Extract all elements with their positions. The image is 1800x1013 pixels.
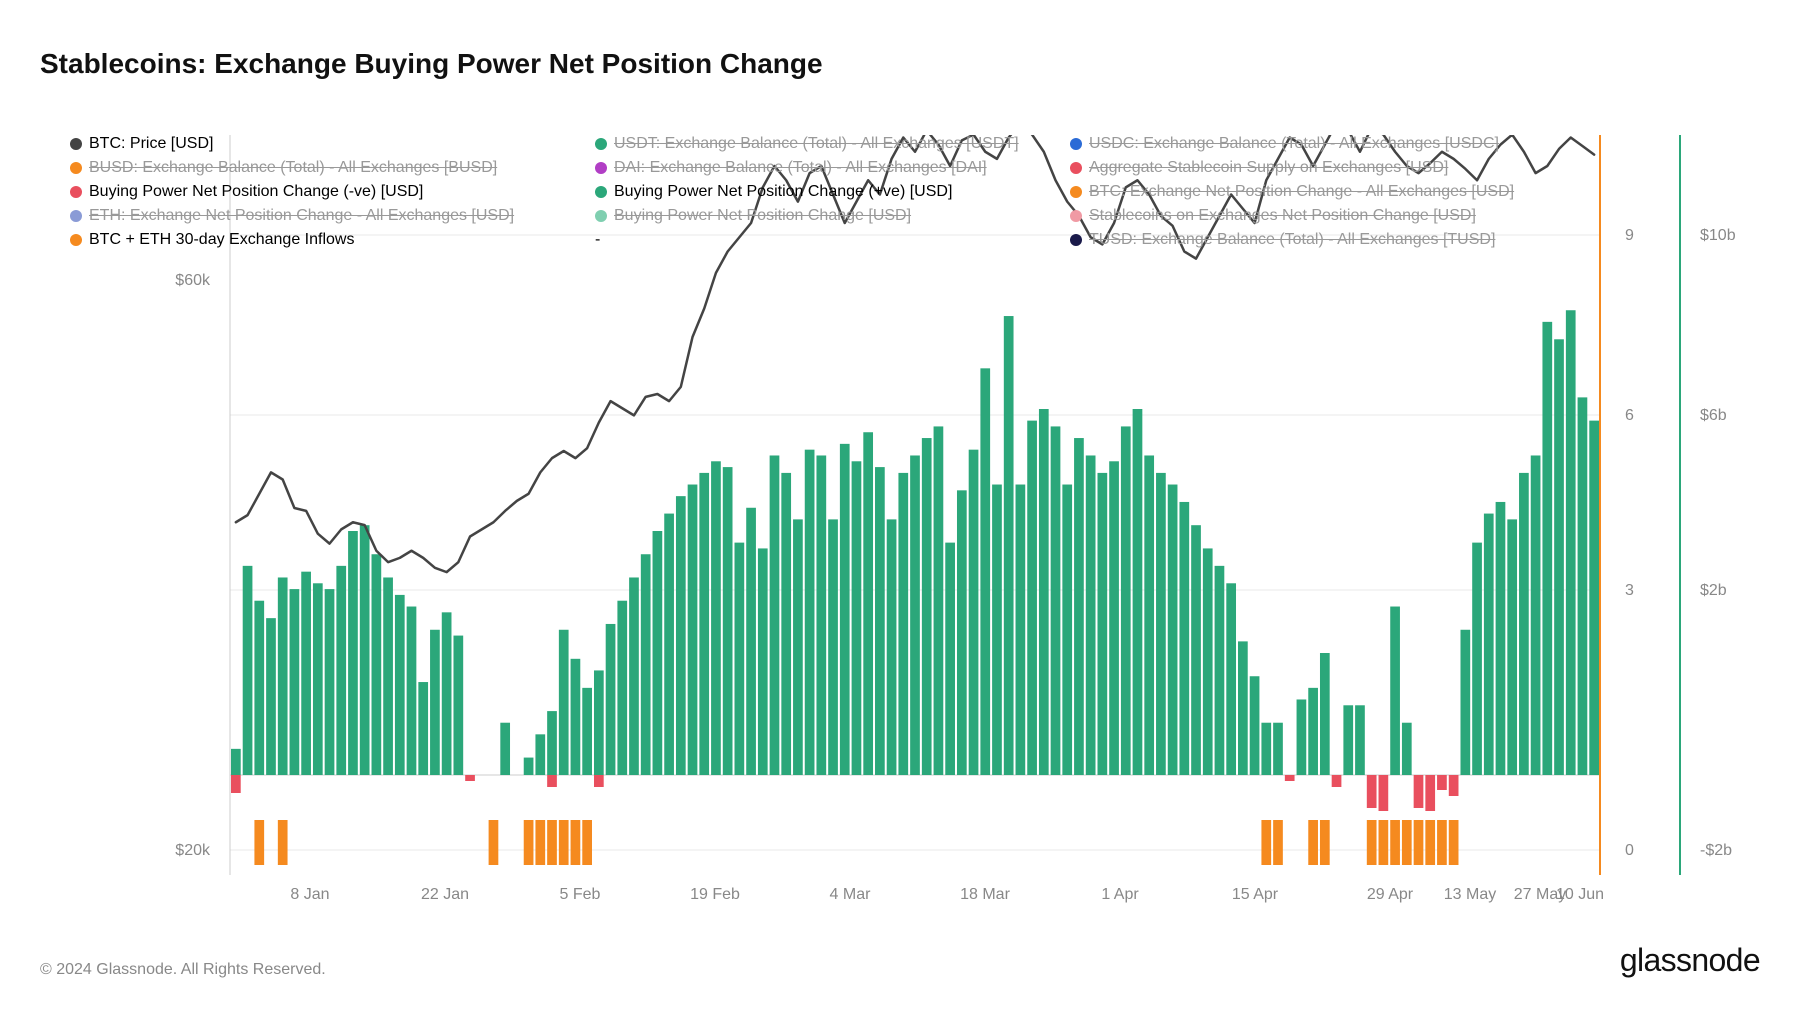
- legend-item[interactable]: BUSD: Exchange Balance (Total) - All Exc…: [70, 159, 497, 177]
- legend-dot: [595, 138, 607, 150]
- chart-title: Stablecoins: Exchange Buying Power Net P…: [40, 48, 823, 80]
- svg-text:10 Jun: 10 Jun: [1556, 886, 1604, 903]
- legend-dot: [70, 210, 82, 222]
- legend-label: BTC + ETH 30-day Exchange Inflows: [89, 231, 354, 249]
- svg-text:5 Feb: 5 Feb: [560, 886, 601, 903]
- legend-dot: [1070, 210, 1082, 222]
- legend-dot: [1070, 186, 1082, 198]
- brand-logo: glassnode: [1620, 942, 1760, 979]
- svg-text:$60k: $60k: [175, 272, 211, 289]
- legend-dot: [70, 162, 82, 174]
- legend-item[interactable]: -: [595, 231, 600, 249]
- legend-dot: [70, 138, 82, 150]
- legend-label: Buying Power Net Position Change (-ve) […: [89, 183, 423, 201]
- legend-item[interactable]: DAI: Exchange Balance (Total) - All Exch…: [595, 159, 987, 177]
- legend-label: BTC: Price [USD]: [89, 135, 213, 153]
- svg-text:$2b: $2b: [1700, 582, 1727, 599]
- legend-item[interactable]: Aggregate Stablecoin Supply on Exchanges…: [1070, 159, 1448, 177]
- legend-label: Buying Power Net Position Change [USD]: [614, 207, 911, 225]
- svg-text:-$2b: -$2b: [1700, 842, 1732, 859]
- svg-text:18 Mar: 18 Mar: [960, 886, 1010, 903]
- svg-text:22 Jan: 22 Jan: [421, 886, 469, 903]
- legend-dot: [70, 186, 82, 198]
- legend-item[interactable]: Buying Power Net Position Change (+ve) […: [595, 183, 952, 201]
- svg-text:19 Feb: 19 Feb: [690, 886, 740, 903]
- legend-label: TUSD: Exchange Balance (Total) - All Exc…: [1089, 231, 1495, 249]
- footer: © 2024 Glassnode. All Rights Reserved. g…: [40, 942, 1760, 979]
- svg-text:9: 9: [1625, 227, 1634, 244]
- legend-label: -: [595, 231, 600, 249]
- svg-text:3: 3: [1625, 582, 1634, 599]
- legend-label: ETH: Exchange Net Position Change - All …: [89, 207, 514, 225]
- legend-dot: [70, 234, 82, 246]
- svg-text:$20k: $20k: [175, 842, 211, 859]
- legend-item[interactable]: ETH: Exchange Net Position Change - All …: [70, 207, 514, 225]
- legend-dot: [1070, 162, 1082, 174]
- legend-label: USDC: Exchange Balance (Total) - All Exc…: [1089, 135, 1499, 153]
- chart-plot: $60k $20k 9 6 3 0 $10b $6b $2b -$2b 8 Jan 22 Jan 5 F…: [40, 135, 1760, 903]
- svg-text:1 Apr: 1 Apr: [1101, 886, 1139, 903]
- legend-label: Aggregate Stablecoin Supply on Exchanges…: [1089, 159, 1448, 177]
- legend-dot: [595, 186, 607, 198]
- legend-label: Stablecoins on Exchanges Net Position Ch…: [1089, 207, 1476, 225]
- copyright: © 2024 Glassnode. All Rights Reserved.: [40, 961, 326, 979]
- legend-item[interactable]: BTC: Exchange Net Position Change - All …: [1070, 183, 1514, 201]
- legend-dot: [595, 210, 607, 222]
- legend-item[interactable]: BTC + ETH 30-day Exchange Inflows: [70, 231, 354, 249]
- svg-text:0: 0: [1625, 842, 1634, 859]
- legend-item[interactable]: Buying Power Net Position Change (-ve) […: [70, 183, 423, 201]
- legend-item[interactable]: USDC: Exchange Balance (Total) - All Exc…: [1070, 135, 1499, 153]
- svg-text:$10b: $10b: [1700, 227, 1736, 244]
- legend-item[interactable]: TUSD: Exchange Balance (Total) - All Exc…: [1070, 231, 1495, 249]
- legend-item[interactable]: USDT: Exchange Balance (Total) - All Exc…: [595, 135, 1019, 153]
- legend-label: Buying Power Net Position Change (+ve) […: [614, 183, 952, 201]
- chart-area: BTC: Price [USD] USDT: Exchange Balance (…: [40, 135, 1760, 903]
- legend-label: BTC: Exchange Net Position Change - All …: [1089, 183, 1514, 201]
- legend-item[interactable]: Stablecoins on Exchanges Net Position Ch…: [1070, 207, 1476, 225]
- svg-text:13 May: 13 May: [1444, 886, 1496, 903]
- legend-item[interactable]: BTC: Price [USD]: [70, 135, 213, 153]
- legend-dot: [1070, 138, 1082, 150]
- legend-dot: [595, 162, 607, 174]
- svg-text:29 Apr: 29 Apr: [1367, 886, 1414, 903]
- legend-label: USDT: Exchange Balance (Total) - All Exc…: [614, 135, 1019, 153]
- svg-text:$6b: $6b: [1700, 407, 1727, 424]
- legend-label: BUSD: Exchange Balance (Total) - All Exc…: [89, 159, 497, 177]
- svg-text:6: 6: [1625, 407, 1634, 424]
- legend-dot: [1070, 234, 1082, 246]
- svg-text:15 Apr: 15 Apr: [1232, 886, 1279, 903]
- svg-text:4 Mar: 4 Mar: [830, 886, 872, 903]
- legend-label: DAI: Exchange Balance (Total) - All Exch…: [614, 159, 987, 177]
- svg-text:8 Jan: 8 Jan: [290, 886, 329, 903]
- legend-item[interactable]: Buying Power Net Position Change [USD]: [595, 207, 911, 225]
